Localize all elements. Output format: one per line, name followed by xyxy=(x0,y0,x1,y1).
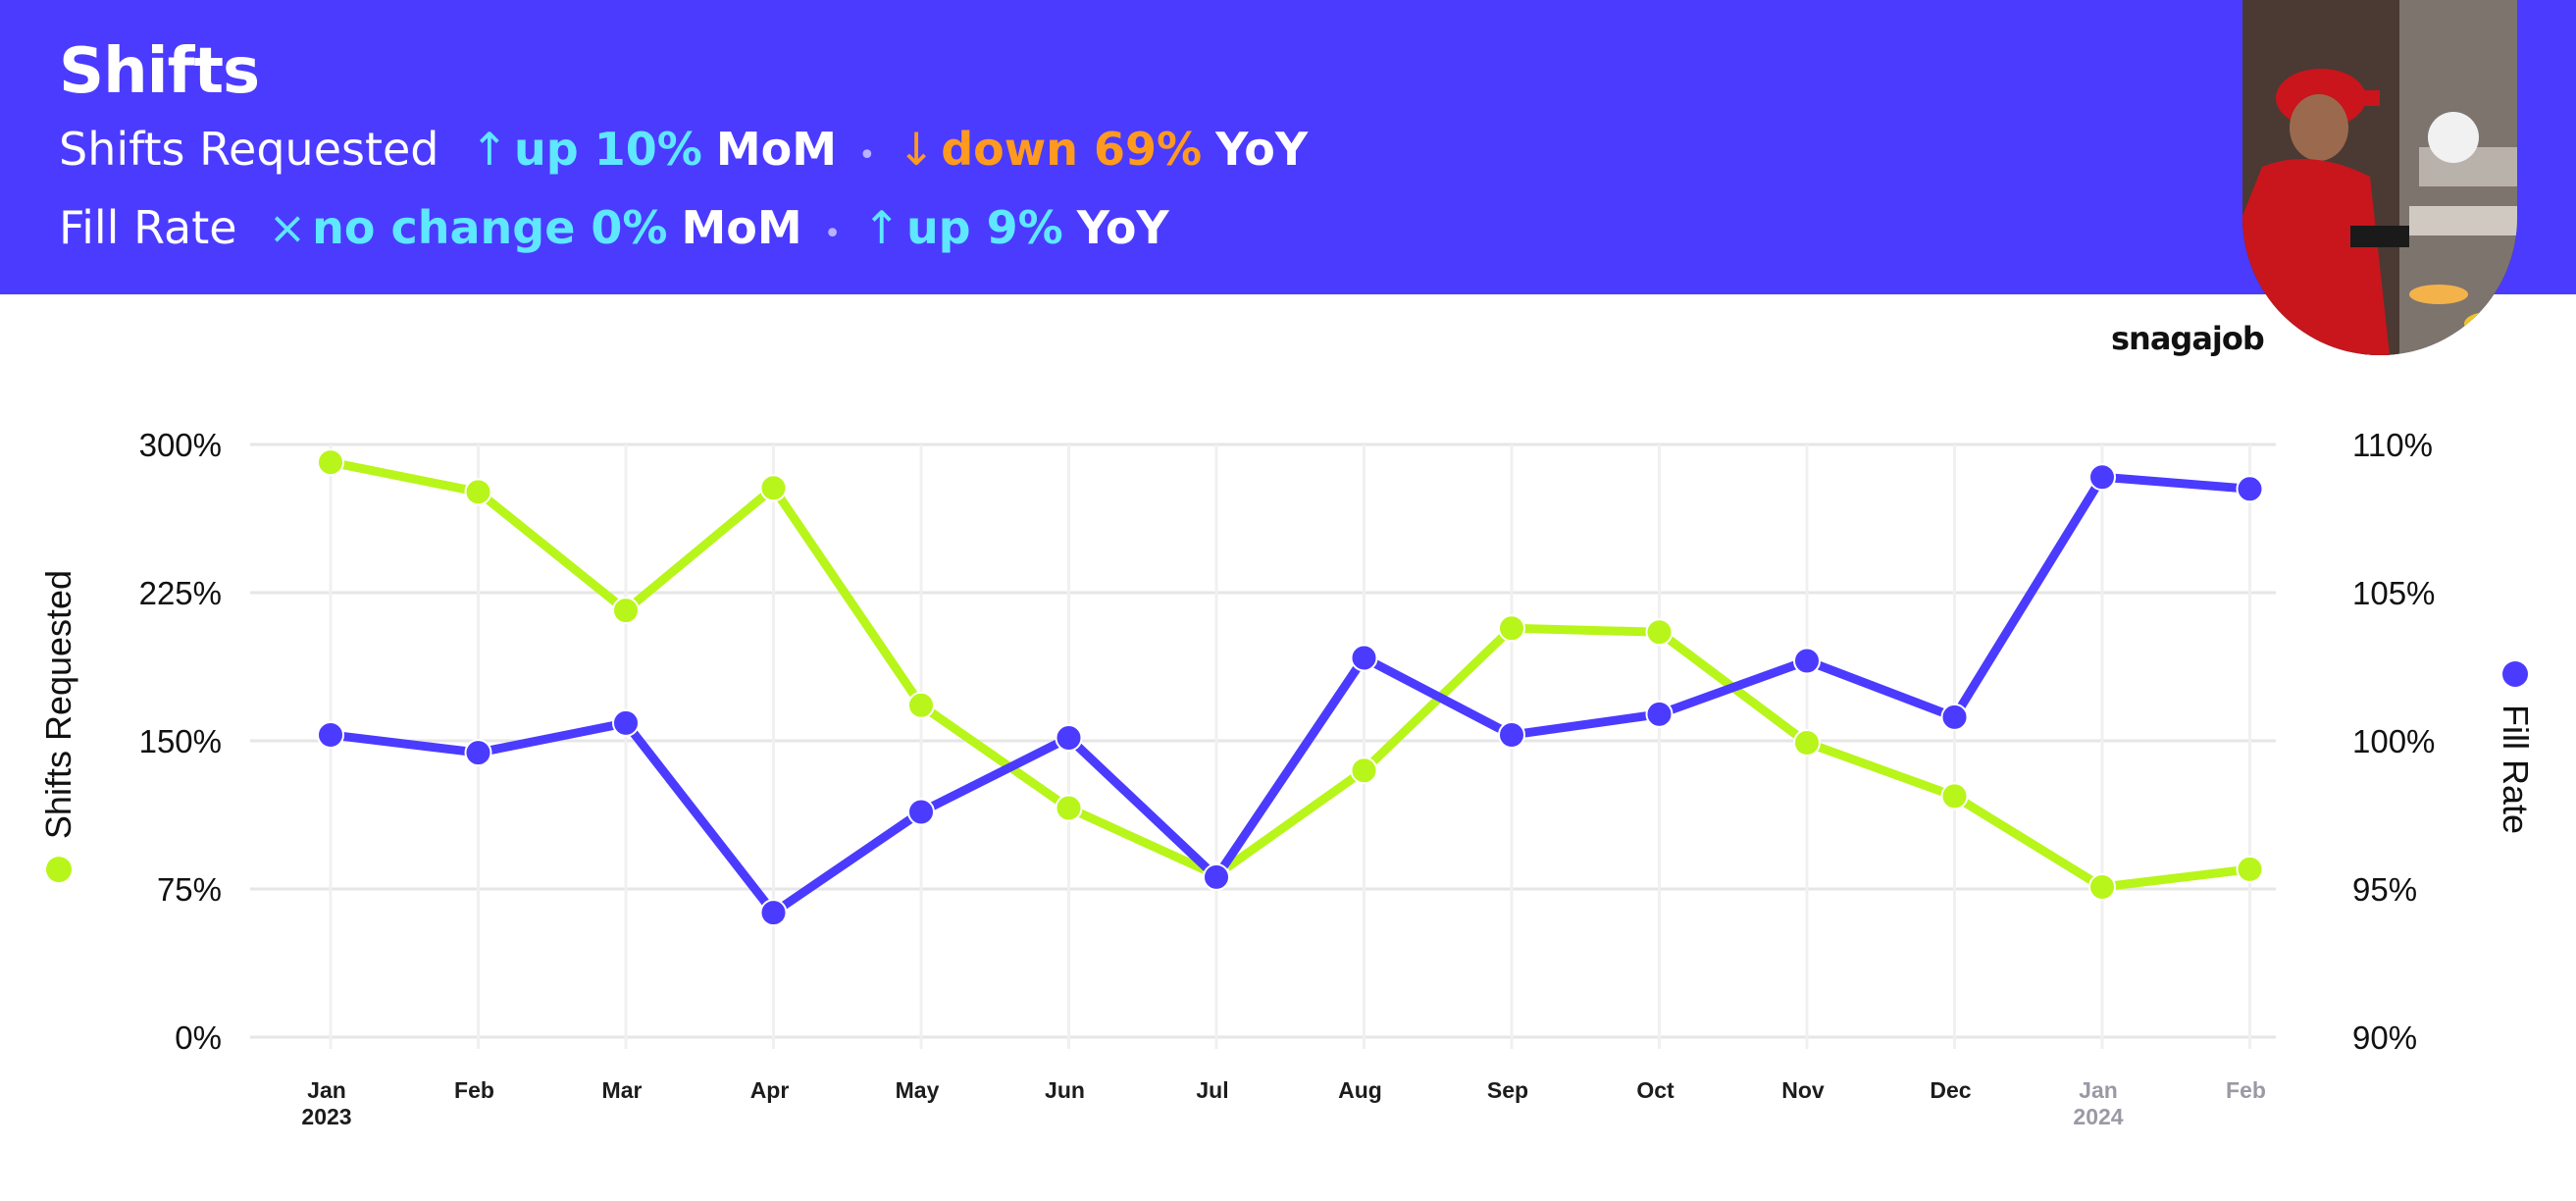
data-point-shifts-requested xyxy=(612,597,640,625)
x-tick-label: Jun xyxy=(1045,1077,1085,1103)
x-tick-label: Apr xyxy=(750,1077,790,1103)
brand-logo: snagajob xyxy=(2111,320,2265,357)
x-tick-label: Jul xyxy=(1196,1077,1228,1103)
data-point-shifts-requested xyxy=(907,691,935,719)
data-point-fill-rate xyxy=(1940,703,1969,731)
change-yoy: ↑ up 9% YoY xyxy=(862,201,1168,254)
x-tick-label: Dec xyxy=(1930,1077,1971,1103)
kpi-label: Fill Rate xyxy=(59,201,237,254)
data-point-shifts-requested xyxy=(2236,855,2264,883)
data-point-fill-rate xyxy=(2236,475,2264,503)
x-tick-label: May xyxy=(896,1077,940,1103)
x-tick-label: Feb xyxy=(454,1077,494,1103)
x-tick-label: 2024 xyxy=(2073,1104,2123,1129)
data-point-shifts-requested xyxy=(1645,618,1674,647)
y-right-tick-label: 105% xyxy=(2352,575,2435,611)
kpi-row-shifts-requested: Shifts Requested ↑ up 10% MoM • ↓ down 6… xyxy=(59,123,1308,176)
y-axis-right-label: Fill Rate xyxy=(2495,660,2536,835)
change-period: YoY xyxy=(1215,123,1309,176)
y-right-tick-label: 90% xyxy=(2352,1019,2417,1056)
y-left-tick-label: 225% xyxy=(139,575,222,611)
data-point-fill-rate xyxy=(1203,862,1230,891)
change-value: up 10% xyxy=(514,123,702,176)
data-point-shifts-requested xyxy=(759,474,788,502)
change-yoy: ↓ down 69% YoY xyxy=(898,123,1308,176)
data-point-fill-rate xyxy=(1498,720,1525,749)
x-tick-label: Jan xyxy=(307,1077,346,1103)
kpi-row-fill-rate: Fill Rate × no change 0% MoM • ↑ up 9% Y… xyxy=(59,201,1169,254)
data-point-shifts-requested xyxy=(1055,794,1083,822)
data-point-fill-rate xyxy=(1645,700,1674,728)
kpi-label: Shifts Requested xyxy=(59,123,439,176)
x-tick-label: 2023 xyxy=(301,1104,351,1129)
data-point-shifts-requested xyxy=(1498,614,1525,643)
y-axis-left-label: Shifts Requested xyxy=(38,569,79,883)
data-point-fill-rate xyxy=(759,899,788,927)
arrow-up-icon: ↑ xyxy=(862,201,901,254)
y-axis-left-title: Shifts Requested xyxy=(38,569,78,840)
data-point-shifts-requested xyxy=(1940,782,1969,810)
separator-dot: • xyxy=(823,217,842,251)
y-right-tick-label: 95% xyxy=(2352,871,2417,908)
header-banner: Shifts Shifts Requested ↑ up 10% MoM • ↓… xyxy=(0,0,2576,294)
data-point-shifts-requested xyxy=(1350,757,1378,785)
data-point-fill-rate xyxy=(612,708,640,737)
y-right-tick-label: 110% xyxy=(2352,427,2433,463)
change-value: no change 0% xyxy=(312,201,668,254)
separator-dot: • xyxy=(858,138,876,173)
change-period: MoM xyxy=(715,123,837,176)
arrow-down-icon: ↓ xyxy=(897,123,936,176)
data-point-fill-rate xyxy=(1793,647,1821,675)
change-mom: × no change 0% MoM xyxy=(269,201,802,254)
series-line-fill-rate xyxy=(326,472,2254,917)
data-point-shifts-requested xyxy=(1793,729,1821,757)
x-tick-label: Aug xyxy=(1338,1077,1382,1103)
data-point-shifts-requested xyxy=(2088,872,2116,901)
series-line-shifts-requested xyxy=(326,457,2254,892)
x-tick-label: Mar xyxy=(602,1077,643,1103)
y-left-tick-label: 0% xyxy=(175,1019,222,1056)
x-tick-label: Nov xyxy=(1781,1077,1825,1103)
y-left-tick-label: 75% xyxy=(157,871,222,908)
x-icon: × xyxy=(268,201,307,254)
data-point-fill-rate xyxy=(464,739,492,767)
change-period: MoM xyxy=(681,201,802,254)
y-left-tick-label: 300% xyxy=(139,427,222,463)
data-point-fill-rate xyxy=(317,720,344,749)
x-tick-label: Sep xyxy=(1487,1077,1528,1103)
data-point-fill-rate xyxy=(907,798,935,826)
y-axis-right-title: Fill Rate xyxy=(2496,704,2536,835)
page-title: Shifts xyxy=(59,35,260,108)
data-point-fill-rate xyxy=(2088,463,2116,492)
y-left-tick-label: 150% xyxy=(139,723,222,759)
change-value: down 69% xyxy=(941,123,1203,176)
change-period: YoY xyxy=(1076,201,1169,254)
data-point-fill-rate xyxy=(1350,644,1378,672)
legend-dot-shifts-requested xyxy=(46,857,72,883)
y-right-tick-label: 100% xyxy=(2352,723,2435,759)
x-tick-label: Oct xyxy=(1636,1077,1674,1103)
arrow-up-icon: ↑ xyxy=(470,123,509,176)
x-tick-label: Jan xyxy=(2079,1077,2118,1103)
change-value: up 9% xyxy=(905,201,1063,254)
data-point-fill-rate xyxy=(1055,723,1083,752)
change-mom: ↑ up 10% MoM xyxy=(471,123,838,176)
data-point-shifts-requested xyxy=(464,478,492,506)
data-point-shifts-requested xyxy=(317,448,344,477)
x-tick-label: Feb xyxy=(2226,1077,2266,1103)
legend-dot-fill-rate xyxy=(2502,660,2528,687)
